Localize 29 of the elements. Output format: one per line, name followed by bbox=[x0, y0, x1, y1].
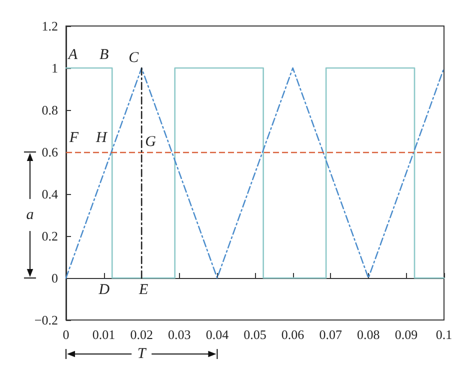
y-tick-label: 1 bbox=[52, 60, 58, 76]
x-tick-label: 0.07 bbox=[319, 327, 342, 342]
annotation: H bbox=[94, 130, 108, 146]
annotation: G bbox=[145, 134, 156, 150]
y-tick-label: 0 bbox=[52, 270, 58, 286]
annotation: B bbox=[100, 47, 109, 63]
annotation: F bbox=[68, 130, 80, 146]
x-tick-label: 0.04 bbox=[206, 327, 230, 342]
text: a bbox=[26, 207, 34, 223]
x-tick-label: 0.09 bbox=[394, 327, 418, 342]
x-tick-label: 0.1 bbox=[436, 327, 452, 342]
y-tick-label: 1.2 bbox=[42, 18, 58, 34]
annotation: E bbox=[138, 282, 148, 298]
y-tick-label: 0.2 bbox=[42, 228, 58, 244]
x-tick-label: 0.08 bbox=[357, 327, 380, 342]
x-tick-label: 0.05 bbox=[244, 327, 266, 342]
annotation: A bbox=[67, 47, 78, 63]
y-tick-label: 0.4 bbox=[42, 186, 58, 202]
text: T bbox=[137, 346, 148, 362]
x-tick-label: 0.02 bbox=[130, 327, 153, 342]
annotation: D bbox=[98, 282, 110, 298]
y-tick-label: −0.2 bbox=[34, 312, 58, 328]
x-tick-label: 0 bbox=[62, 327, 70, 342]
annotation: C bbox=[128, 50, 140, 66]
x-tick-label: 0.06 bbox=[281, 327, 305, 342]
y-tick-label: 0.8 bbox=[42, 102, 58, 118]
x-tick-label: 0.03 bbox=[168, 327, 191, 342]
x-tick-label: 0.01 bbox=[92, 327, 116, 342]
y-tick-label: 0.6 bbox=[42, 144, 58, 160]
